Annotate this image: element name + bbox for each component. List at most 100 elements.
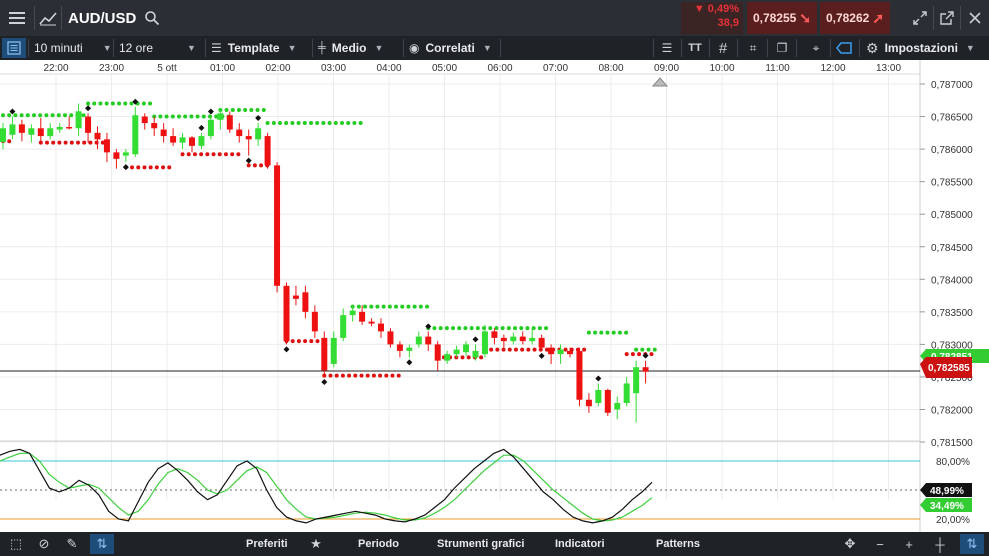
trend-dot: [100, 140, 105, 145]
menu-icon[interactable]: [0, 0, 34, 36]
text-tool-icon[interactable]: TT: [688, 42, 702, 54]
trend-dot: [309, 121, 313, 126]
divider: [830, 39, 831, 57]
candle-body: [538, 337, 545, 348]
pencil-icon[interactable]: ✎: [66, 536, 78, 551]
time-label: 06:00: [487, 63, 512, 74]
layers-icon[interactable]: ❐: [776, 41, 788, 55]
chart-area[interactable]: 22:00 23:00 5 ott 01:00 02:00 03:00 04:00 05:00…: [0, 60, 989, 532]
chart-type-icon[interactable]: [35, 0, 61, 36]
correlated-label: Correlati: [425, 41, 475, 55]
now-marker-icon: [651, 77, 669, 87]
legend-icon[interactable]: ☰: [661, 41, 673, 55]
time-label: 03:00: [321, 63, 346, 74]
scroll-icon[interactable]: ⇅: [960, 534, 984, 554]
indicators-button[interactable]: Indicatori: [555, 538, 605, 550]
swing-marker: [198, 124, 205, 131]
trend-dot: [69, 140, 74, 145]
trend-dot: [582, 347, 587, 352]
trend-dot: [315, 121, 320, 126]
time-label: 10:00: [709, 63, 734, 74]
signal-line: [0, 452, 653, 522]
trend-dot: [76, 140, 80, 145]
patterns-button[interactable]: Patterns: [656, 538, 701, 550]
divider: [960, 6, 961, 30]
candle-body: [274, 165, 281, 286]
zoom-in-icon[interactable]: +: [905, 536, 913, 552]
trend-dot: [475, 326, 480, 331]
template-menu[interactable]: ☰ Template ▼: [211, 36, 311, 60]
price-tag-icon[interactable]: [832, 38, 856, 58]
trend-dot: [501, 347, 506, 352]
grid-icon[interactable]: #: [718, 39, 728, 57]
candle-body: [415, 336, 422, 345]
trend-dot: [586, 330, 591, 335]
candle-body: [264, 136, 271, 166]
range-select[interactable]: 12 ore ▼: [119, 36, 204, 60]
sort-icon[interactable]: ⇅: [90, 534, 114, 554]
eye-icon: ◉: [409, 41, 420, 55]
list-icon[interactable]: [2, 38, 26, 58]
trend-dot: [142, 165, 147, 170]
settings-menu[interactable]: ⚙ Impostazioni ▼: [866, 36, 987, 60]
candle-body: [255, 128, 262, 140]
swing-marker: [207, 108, 214, 115]
trend-dot: [154, 165, 159, 170]
candle-body: [340, 315, 347, 338]
candle-body: [444, 354, 451, 361]
chart-tools-button[interactable]: Strumenti grafici: [437, 538, 525, 550]
trend-dot: [81, 113, 86, 118]
trend-dot: [605, 330, 610, 335]
crosshair-cursor-icon[interactable]: ┼: [935, 536, 945, 552]
trend-dot: [384, 373, 389, 378]
trend-dot: [110, 101, 115, 106]
chevron-down-icon: ▼: [187, 43, 196, 53]
candle-body: [453, 349, 460, 355]
trend-dot: [506, 326, 511, 331]
average-menu[interactable]: ╪ Medio ▼: [318, 36, 402, 60]
zoom-out-icon[interactable]: −: [876, 536, 884, 552]
trend-dot: [646, 347, 651, 352]
average-label: Medio: [331, 41, 367, 55]
ban-icon[interactable]: ⊘: [38, 536, 50, 551]
close-icon[interactable]: [961, 0, 989, 36]
sell-price-button[interactable]: 0,78255 ➘: [747, 2, 817, 34]
favorites-button[interactable]: Preferiti: [246, 538, 288, 550]
period-button[interactable]: Periodo: [358, 538, 399, 550]
settings-label: Impostazioni: [884, 41, 958, 55]
correlated-menu[interactable]: ◉ Correlati ▼: [409, 36, 499, 60]
symbol-title[interactable]: AUD/USD: [68, 9, 137, 27]
fullscreen-icon[interactable]: [906, 0, 934, 36]
change-points: 38,9: [717, 17, 739, 29]
timeframe-select[interactable]: 10 minuti ▼: [34, 36, 112, 60]
buy-price-button[interactable]: 0,78262 ➚: [820, 2, 890, 34]
popout-icon[interactable]: [934, 0, 960, 36]
time-axis-band: [0, 60, 920, 74]
crosshair-icon[interactable]: ⌖: [812, 40, 820, 55]
trend-dot: [369, 304, 374, 309]
move-icon[interactable]: ✥: [844, 536, 856, 551]
crosshair-grid-icon[interactable]: ⌗: [749, 40, 757, 55]
trend-dot: [652, 347, 657, 352]
divider: [796, 39, 797, 57]
candle-body: [387, 331, 394, 345]
eraser-icon[interactable]: ⬚: [9, 536, 23, 551]
star-icon[interactable]: ★: [310, 536, 322, 551]
price-chart[interactable]: 22:00 23:00 5 ott 01:00 02:00 03:00 04:00 05:00…: [0, 60, 989, 532]
trend-dot: [183, 114, 188, 119]
chevron-down-icon: ▼: [482, 43, 492, 53]
trend-dot: [412, 304, 417, 309]
trend-dot: [255, 108, 260, 113]
trend-dot: [130, 165, 135, 170]
trend-dot: [104, 101, 109, 106]
trend-dot: [217, 152, 222, 157]
candle-body: [396, 344, 403, 351]
search-icon[interactable]: [142, 0, 162, 36]
candle-body: [510, 336, 517, 342]
trend-dot: [378, 373, 383, 378]
change-percent: ▼ 0,49%: [693, 3, 739, 15]
trend-dot: [406, 304, 411, 309]
trend-dot: [593, 330, 598, 335]
trend-dot: [494, 326, 499, 331]
trend-dot: [358, 121, 363, 126]
